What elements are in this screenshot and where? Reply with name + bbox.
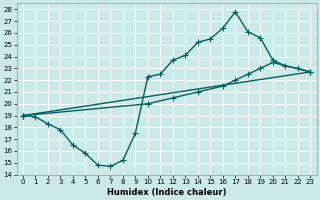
X-axis label: Humidex (Indice chaleur): Humidex (Indice chaleur)	[107, 188, 226, 197]
